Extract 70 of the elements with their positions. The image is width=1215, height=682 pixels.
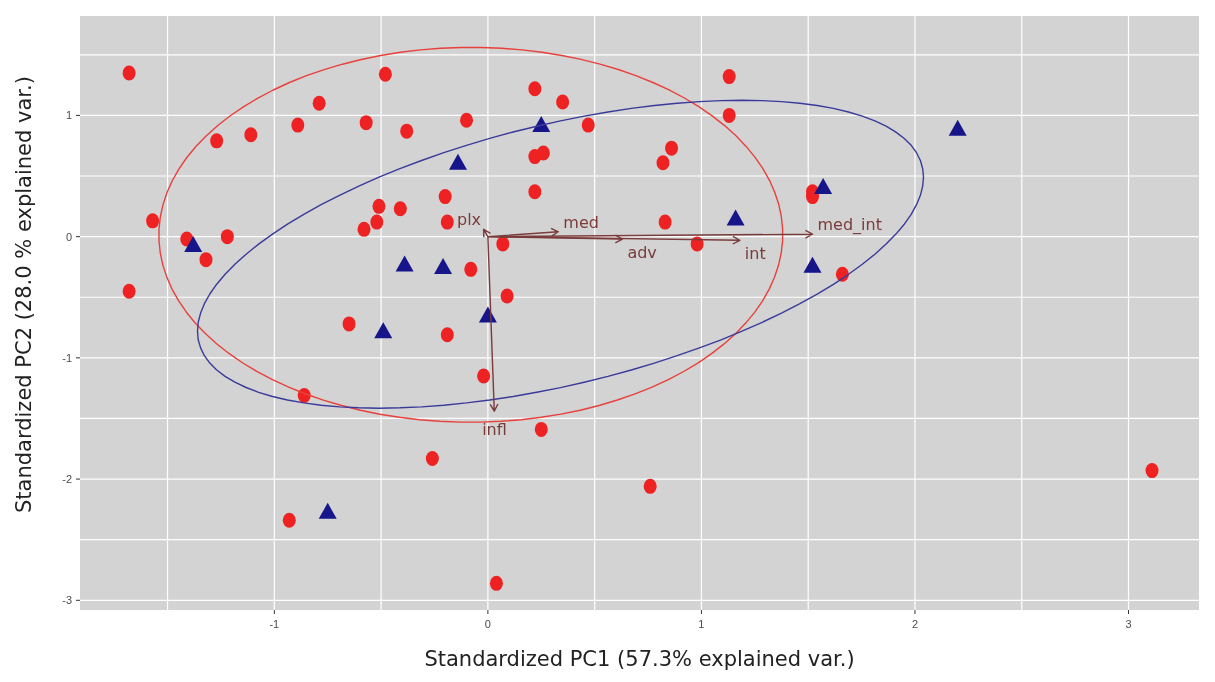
point xyxy=(210,133,224,149)
point xyxy=(372,198,386,214)
point xyxy=(378,66,392,82)
point xyxy=(244,127,258,143)
point xyxy=(400,123,414,139)
x-tick-label: 2 xyxy=(911,618,919,630)
point xyxy=(803,256,822,273)
point xyxy=(690,236,704,252)
point xyxy=(438,189,452,205)
point xyxy=(312,95,326,111)
y-tick-label: -2 xyxy=(62,473,72,486)
point xyxy=(393,201,407,217)
annotation: adv xyxy=(627,243,657,263)
point xyxy=(814,177,833,194)
point xyxy=(374,322,393,339)
point xyxy=(489,575,503,591)
point xyxy=(948,119,967,136)
point xyxy=(370,214,384,230)
point xyxy=(556,94,570,110)
point xyxy=(282,512,296,528)
y-axis-title: Standardized PC2 (28.0 % explained var.) xyxy=(12,76,37,513)
point xyxy=(199,252,213,268)
point xyxy=(528,81,542,97)
point xyxy=(122,283,136,299)
point xyxy=(440,214,454,230)
point xyxy=(342,316,356,332)
annotation: infl xyxy=(482,420,507,440)
point xyxy=(318,502,337,519)
point xyxy=(534,421,548,437)
point xyxy=(477,368,491,384)
point xyxy=(658,214,672,230)
point xyxy=(643,478,657,494)
point xyxy=(665,140,679,156)
point xyxy=(500,288,514,304)
x-axis-title: Standardized PC1 (57.3% explained var.) xyxy=(424,647,855,671)
point xyxy=(448,153,467,170)
y-tick-label: -1 xyxy=(62,351,72,364)
point xyxy=(726,209,745,226)
x-tick-label: 0 xyxy=(484,618,491,630)
y-tick-label: 0 xyxy=(65,230,72,243)
point xyxy=(122,65,136,81)
point xyxy=(184,236,203,253)
point xyxy=(357,221,371,237)
point xyxy=(722,107,736,123)
point xyxy=(440,327,454,343)
point xyxy=(464,261,478,277)
point xyxy=(395,255,414,272)
point xyxy=(581,117,595,133)
point xyxy=(425,450,439,466)
point xyxy=(536,145,550,161)
x-tick-label: -1 xyxy=(269,618,280,630)
x-tick-label: 1 xyxy=(698,618,705,630)
point xyxy=(220,229,234,245)
y-tick-label: 1 xyxy=(65,109,72,122)
point xyxy=(146,213,160,229)
point xyxy=(496,236,510,252)
annotation: int xyxy=(744,244,766,264)
annotation: med xyxy=(563,212,599,232)
point xyxy=(291,117,305,133)
point xyxy=(460,112,474,128)
point xyxy=(722,69,736,85)
point xyxy=(434,257,453,274)
point xyxy=(528,184,542,200)
point xyxy=(1145,463,1159,479)
point xyxy=(656,155,670,171)
y-tick-label: -3 xyxy=(62,594,72,607)
annotation: plx xyxy=(457,210,482,230)
annotation: med_int xyxy=(817,215,882,236)
point xyxy=(359,115,373,131)
x-tick-label: 3 xyxy=(1125,618,1132,630)
